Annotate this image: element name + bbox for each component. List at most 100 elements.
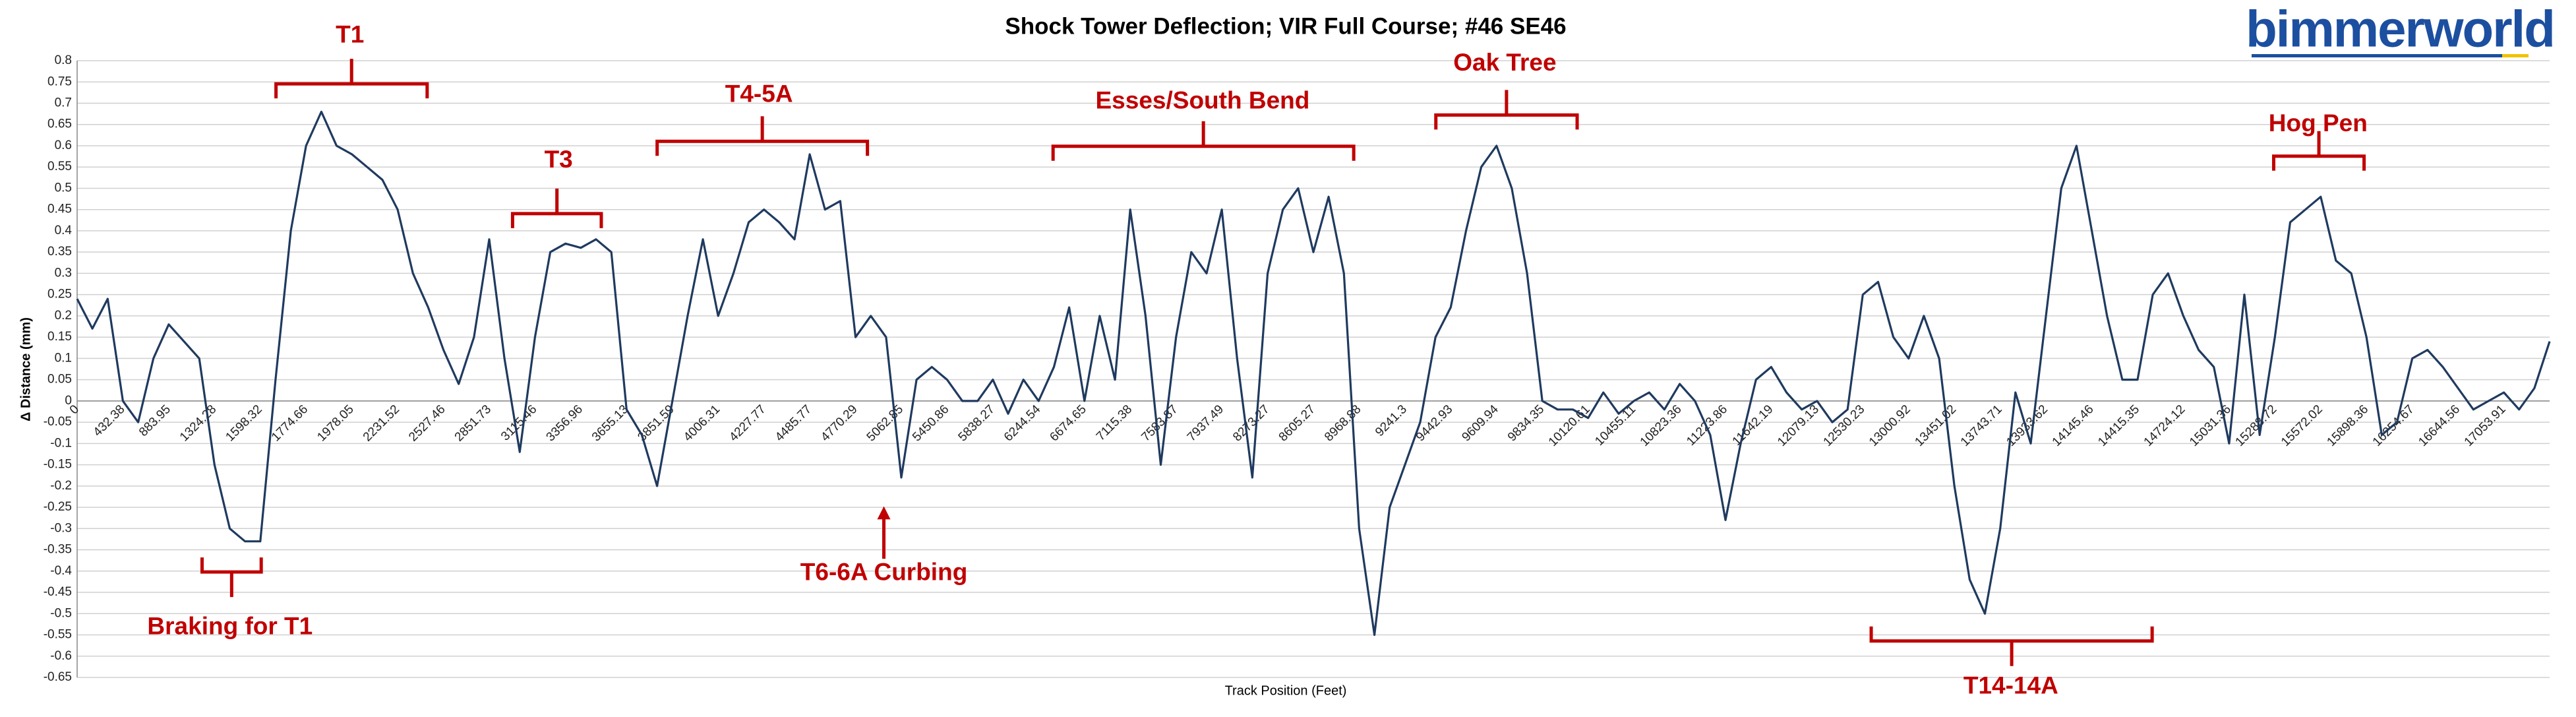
x-tick-label: 13000.92: [1867, 402, 1913, 449]
y-tick-label: -0.6: [50, 649, 72, 663]
data-line: [76, 110, 2551, 637]
logo: bimmerworld: [2246, 0, 2554, 58]
y-tick-label: 0.3: [55, 266, 72, 280]
y-tick-label: 0.6: [55, 139, 72, 152]
x-tick-label: 2527.46: [406, 402, 448, 444]
y-tick-label: 0.4: [55, 224, 73, 237]
x-tick-label: 13451.02: [1912, 402, 1959, 449]
bracket: [274, 59, 429, 99]
x-tick-label: 1978.05: [315, 402, 356, 444]
y-tick-label: 0.5: [55, 181, 72, 195]
bracket: [1869, 626, 2154, 666]
x-tick-label: 3655.13: [589, 402, 631, 444]
x-tick-label: 2851.73: [452, 402, 494, 444]
y-tick-label: -0.15: [44, 458, 72, 472]
y-tick-label: -0.2: [50, 479, 72, 493]
y-axis-title: Δ Distance (mm): [18, 317, 33, 421]
annotation: T3: [545, 146, 573, 173]
logo-stripe: [2502, 54, 2529, 57]
y-tick-label: 0.55: [47, 160, 72, 173]
y-tick-label: -0.5: [50, 606, 72, 620]
bracket: [655, 116, 870, 156]
annotation: T14-14A: [1963, 671, 2058, 699]
y-tick-label: 0.8: [55, 53, 72, 67]
annotation: T6-6A Curbing: [800, 558, 968, 585]
annotation: Hog Pen: [2269, 109, 2368, 137]
x-tick-label: 4227.77: [727, 402, 768, 444]
x-tick-label: 16644.56: [2416, 402, 2463, 449]
x-tick-label: 15898.36: [2324, 402, 2371, 449]
x-tick-label: 6244.54: [1002, 402, 1044, 445]
y-tick-label: 0.15: [47, 330, 72, 344]
x-tick-label: 6674.65: [1047, 402, 1089, 444]
logo-stripe: [2252, 54, 2502, 57]
y-tick-label: -0.1: [50, 436, 72, 450]
x-tick-label: 8968.88: [1322, 402, 1363, 444]
y-tick-label: 0.35: [47, 245, 72, 259]
annotation: Braking for T1: [147, 613, 313, 640]
y-tick-label: 0.45: [47, 203, 72, 216]
x-tick-label: 2231.52: [361, 402, 402, 444]
x-tick-label: 4770.29: [818, 402, 860, 444]
x-tick-label: 1774.66: [269, 402, 311, 444]
x-tick-label: 15572.02: [2279, 402, 2325, 449]
y-tick-label: 0.7: [55, 96, 72, 109]
chart-title: Shock Tower Deflection; VIR Full Course;…: [1005, 13, 1566, 39]
y-tick-label: 0: [65, 394, 72, 408]
bracket: [1051, 121, 1356, 161]
x-tick-label: 3356.96: [544, 402, 585, 444]
x-tick-label: 14724.12: [2142, 402, 2188, 449]
y-tick-label: -0.65: [44, 670, 72, 684]
y-tick-label: -0.4: [50, 564, 72, 578]
bracket: [200, 557, 263, 598]
x-tick-label: 1598.32: [223, 402, 264, 444]
y-tick-label: -0.45: [44, 585, 72, 599]
bracket: [1434, 90, 1579, 130]
x-tick-label: 7115.38: [1094, 402, 1135, 443]
y-tick-label: -0.05: [44, 415, 72, 429]
annotation: Esses/South Bend: [1096, 86, 1310, 113]
x-tick-label: 14415.35: [2095, 402, 2142, 449]
y-tick-label: -0.35: [44, 543, 72, 557]
y-tick-label: 0.65: [47, 117, 72, 131]
x-tick-label: 11642.19: [1730, 402, 1776, 449]
y-tick-label: -0.25: [44, 500, 72, 514]
x-tick-label: 4485.77: [773, 402, 814, 444]
x-tick-label: 10823.36: [1638, 402, 1685, 449]
x-tick-label: 5450.86: [910, 402, 951, 444]
x-tick-label: 7583.87: [1139, 402, 1180, 444]
x-tick-label: 12079.13: [1775, 402, 1822, 449]
bracket: [510, 188, 603, 228]
x-tick-label: 14145.46: [2050, 402, 2097, 449]
x-tick-label: 5838.27: [956, 402, 998, 444]
x-tick-label: 8273.27: [1230, 402, 1272, 444]
y-tick-label: 0.1: [55, 351, 72, 365]
x-tick-label: 1324.28: [177, 402, 219, 444]
x-tick-label: 9834.35: [1505, 402, 1547, 444]
x-tick-label: 15031.36: [2187, 402, 2234, 449]
annotation: T4-5A: [725, 80, 793, 107]
y-tick-label: 0.75: [47, 75, 72, 88]
x-tick-label: 3115.46: [498, 402, 539, 443]
x-axis-title: Track Position (Feet): [1225, 683, 1347, 698]
x-tick-label: 8605.27: [1276, 402, 1318, 444]
x-tick-label: 17053.91: [2462, 402, 2509, 449]
x-tick-label: 12530.23: [1821, 402, 1868, 449]
x-tick-label: 9241.3: [1373, 402, 1410, 439]
arrow-head: [877, 506, 891, 520]
annotation: T1: [336, 21, 364, 48]
annotation: Oak Tree: [1453, 49, 1556, 76]
x-tick-label: 13743.71: [1958, 402, 2005, 449]
y-tick-label: 0.05: [47, 373, 72, 387]
y-tick-label: 0.2: [55, 309, 72, 323]
y-tick-label: 0.25: [47, 288, 72, 301]
x-tick-label: 7937.49: [1185, 402, 1226, 444]
x-tick-label: 432.38: [91, 402, 128, 439]
y-tick-label: -0.55: [44, 628, 72, 642]
x-tick-label: 9609.94: [1459, 402, 1501, 445]
x-tick-label: 4006.31: [681, 402, 723, 444]
bracket: [2272, 131, 2366, 171]
y-tick-label: -0.3: [50, 521, 72, 535]
x-tick-label: 5062.85: [864, 402, 906, 444]
